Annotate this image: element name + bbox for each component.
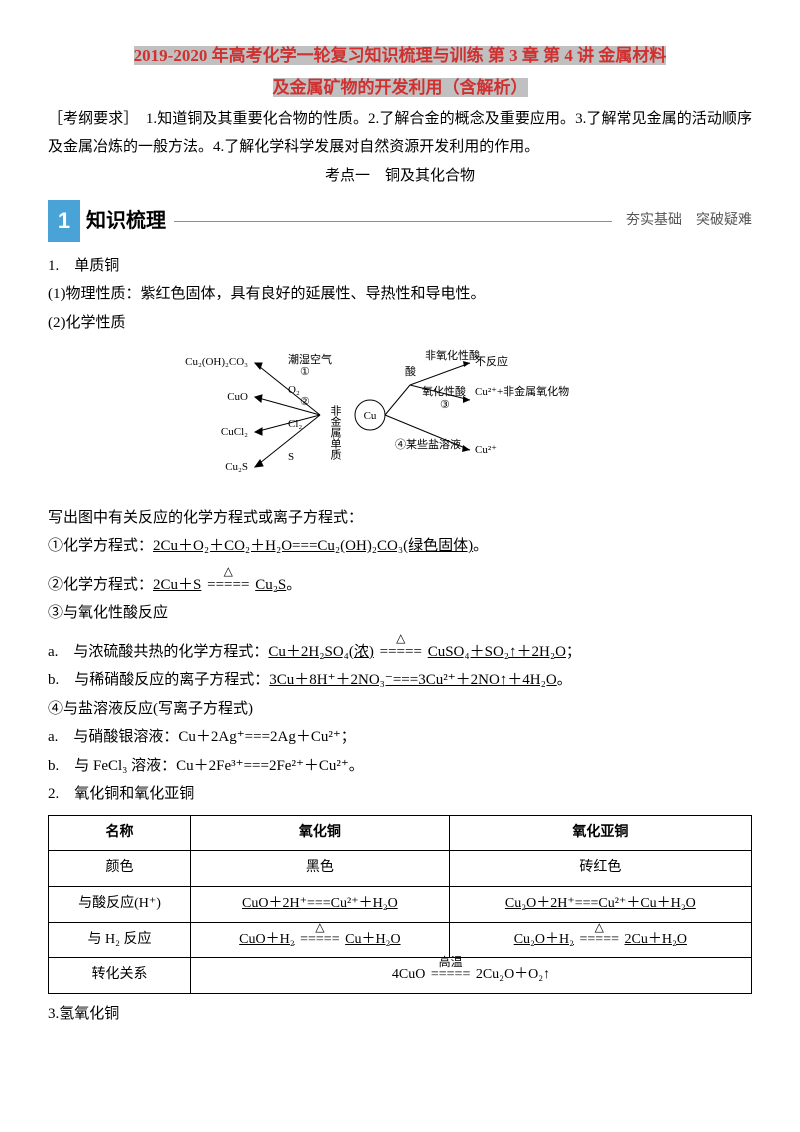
table-row: 名称 氧化铜 氧化亚铜 xyxy=(49,815,752,851)
exam-requirements: ［考纲要求］ 1.知道铜及其重要化合物的性质。2.了解合金的概念及重要应用。3.… xyxy=(48,105,752,162)
subhead-number: 1 xyxy=(48,200,80,242)
table-row: 与酸反应(H⁺) CuO＋2H⁺===Cu²⁺＋H₂O Cu₂O＋2H⁺===C… xyxy=(49,887,752,923)
equations-intro: 写出图中有关反应的化学方程式或离子方程式： xyxy=(48,504,752,533)
equation-3a: a. 与浓硫酸共热的化学方程式：Cu＋2H₂SO₄(浓) ===== CuSO₄… xyxy=(48,638,752,667)
reaction-diagram: Cu₂(OH)₂CO₃ CuO CuCl₂ Cu₂S 潮湿空气 ① O₂ ② C… xyxy=(48,345,752,496)
svg-text:②: ② xyxy=(300,396,310,408)
section-3: 3.氢氧化铜 xyxy=(48,1000,752,1029)
svg-text:不反应: 不反应 xyxy=(475,354,508,368)
svg-text:O₂: O₂ xyxy=(288,384,300,396)
page-title-line2: 及金属矿物的开发利用（含解析） xyxy=(48,72,752,104)
dg-left-2: CuCl₂ xyxy=(221,426,248,438)
section-1-1: (1)物理性质：紫红色固体，具有良好的延展性、导热性和导电性。 xyxy=(48,280,752,309)
equation-3b: b. 与稀硝酸反应的离子方程式：3Cu＋8H⁺＋2NO₃⁻===3Cu²⁺＋2N… xyxy=(48,666,752,695)
svg-text:氧化性酸: 氧化性酸 xyxy=(422,384,466,398)
subhead-divider xyxy=(174,220,612,222)
svg-text:非金属单质: 非金属单质 xyxy=(329,405,342,460)
dg-left-1: CuO xyxy=(227,391,248,403)
page-title-line1: 2019-2020 年高考化学一轮复习知识梳理与训练 第 3 章 第 4 讲 金… xyxy=(48,40,752,72)
subhead-knowledge: 1 知识梳理 夯实基础 突破疑难 xyxy=(48,200,752,242)
subhead-text: 知识梳理 xyxy=(86,202,166,240)
equation-3-head: ③与氧化性酸反应 xyxy=(48,599,752,628)
dg-left-0: Cu₂(OH)₂CO₃ xyxy=(185,356,248,368)
svg-text:Cu²⁺: Cu²⁺ xyxy=(475,444,497,456)
section-1: 1. 单质铜 xyxy=(48,252,752,281)
svg-text:酸: 酸 xyxy=(405,364,416,378)
equation-1: ①化学方程式：2Cu＋O₂＋CO₂＋H₂O===Cu₂(OH)₂CO₃(绿色固体… xyxy=(48,532,752,561)
topic-heading: 考点一 铜及其化合物 xyxy=(48,162,752,191)
dg-left-3: Cu₂S xyxy=(225,461,248,473)
svg-text:③: ③ xyxy=(440,399,450,411)
svg-text:潮湿空气: 潮湿空气 xyxy=(288,352,332,366)
table-row: 颜色 黑色 砖红色 xyxy=(49,851,752,887)
section-2: 2. 氧化铜和氧化亚铜 xyxy=(48,780,752,809)
table-row: 转化关系 4CuO ===== 2Cu₂O＋O₂↑ xyxy=(49,958,752,994)
equation-4b: b. 与 FeCl₃ 溶液：Cu＋2Fe³⁺===2Fe²⁺＋Cu²⁺。 xyxy=(48,752,752,781)
table-row: 与 H₂ 反应 CuO＋H₂ ===== Cu＋H₂O Cu₂O＋H₂ ====… xyxy=(49,922,752,958)
svg-text:④某些盐溶液: ④某些盐溶液 xyxy=(395,437,461,451)
subhead-sub: 夯实基础 突破疑难 xyxy=(626,208,752,235)
svg-text:Cl₂: Cl₂ xyxy=(288,418,302,430)
oxide-table: 名称 氧化铜 氧化亚铜 颜色 黑色 砖红色 与酸反应(H⁺) CuO＋2H⁺==… xyxy=(48,815,752,994)
svg-text:非氧化性酸: 非氧化性酸 xyxy=(425,348,480,362)
equation-4-head: ④与盐溶液反应(写离子方程式) xyxy=(48,695,752,724)
equation-4a: a. 与硝酸银溶液：Cu＋2Ag⁺===2Ag＋Cu²⁺； xyxy=(48,723,752,752)
svg-text:Cu: Cu xyxy=(364,410,377,422)
section-1-2: (2)化学性质 xyxy=(48,309,752,338)
equation-2: ②化学方程式：2Cu＋S ===== Cu₂S。 xyxy=(48,571,752,600)
svg-text:Cu²⁺+非金属氧化物: Cu²⁺+非金属氧化物 xyxy=(475,384,569,398)
svg-text:S: S xyxy=(288,451,294,463)
svg-text:①: ① xyxy=(300,366,310,378)
